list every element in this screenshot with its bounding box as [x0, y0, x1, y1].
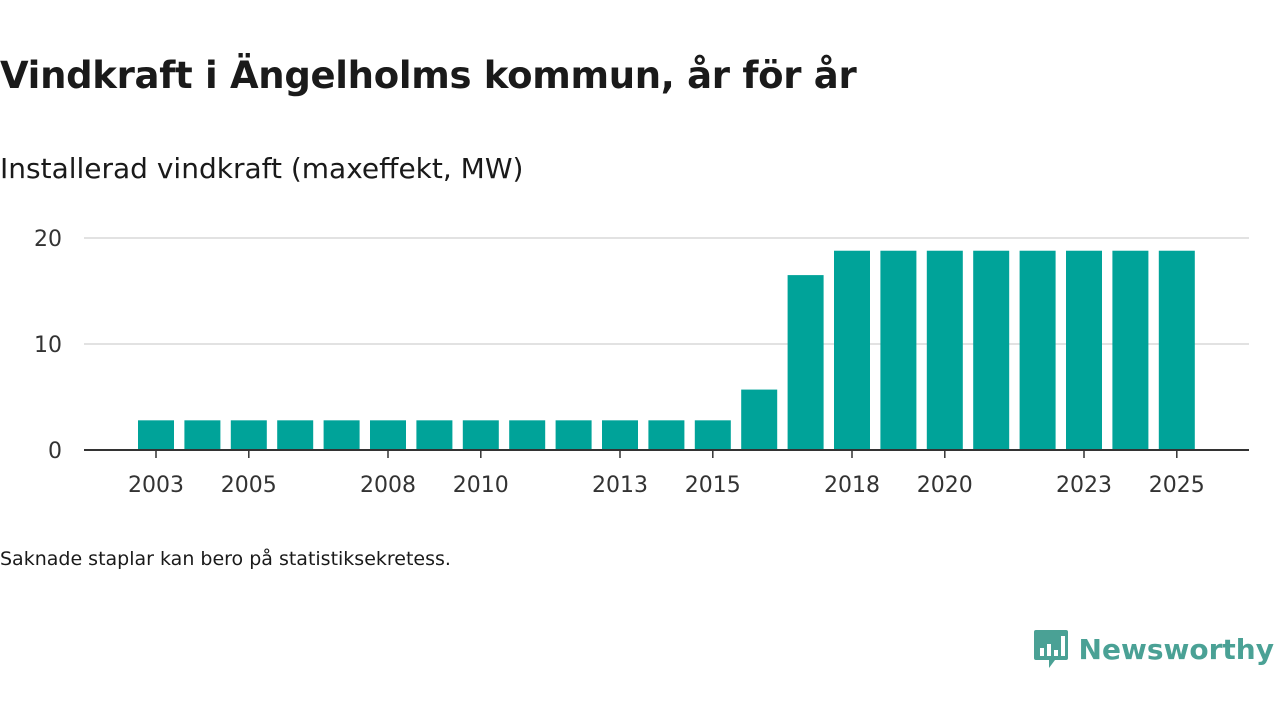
bar-2008: [370, 420, 406, 450]
chart-subtitle: Installerad vindkraft (maxeffekt, MW): [0, 152, 524, 185]
x-tick-label: 2023: [1056, 473, 1112, 498]
x-tick-label: 2010: [453, 473, 509, 498]
bar-2011: [509, 420, 546, 450]
y-tick-label: 20: [34, 227, 62, 252]
bar-2025: [1158, 250, 1195, 450]
bar-2017: [787, 275, 824, 450]
bar-2020: [926, 250, 963, 450]
bar-layer: [138, 250, 1195, 450]
x-tick-label: 2020: [917, 473, 973, 498]
newsworthy-logo-icon: [1033, 630, 1068, 668]
bar-2010: [462, 420, 499, 450]
x-tick-label: 2015: [685, 473, 741, 498]
bar-2014: [648, 420, 685, 450]
brand-logo: Newsworthy: [1033, 628, 1274, 670]
bar-2013: [602, 420, 638, 450]
bar-2018: [834, 250, 870, 450]
bar-2024: [1112, 250, 1149, 450]
x-tick-label: 2003: [128, 473, 184, 498]
bar-2005: [230, 420, 267, 450]
bar-2016: [741, 389, 778, 450]
bar-2004: [184, 420, 221, 450]
x-tick-label: 2005: [221, 473, 277, 498]
x-tick-layer: 2003 2005 2008 2010 2013 2015 2018 2020 2023 2025: [128, 450, 1205, 498]
y-tick-label: 0: [48, 439, 62, 464]
bar-2021: [973, 250, 1010, 450]
x-tick-label: 2025: [1149, 473, 1205, 498]
bar-2015: [694, 420, 731, 450]
bar-2003: [138, 420, 174, 450]
chart-title: Vindkraft i Ängelholms kommun, år för år: [0, 54, 857, 97]
bar-2007: [323, 420, 360, 450]
bar-2012: [555, 420, 592, 450]
x-tick-label: 2018: [824, 473, 880, 498]
bar-2019: [880, 250, 917, 450]
bar-2022: [1019, 250, 1056, 450]
bar-2006: [277, 420, 314, 450]
y-tick-label: 10: [34, 333, 62, 358]
bar-2023: [1066, 250, 1102, 450]
brand-name: Newsworthy: [1078, 632, 1274, 666]
footnote: Saknade staplar kan bero på statistiksek…: [0, 548, 451, 570]
bar-2009: [416, 420, 453, 450]
x-tick-label: 2008: [360, 473, 416, 498]
x-tick-label: 2013: [592, 473, 648, 498]
